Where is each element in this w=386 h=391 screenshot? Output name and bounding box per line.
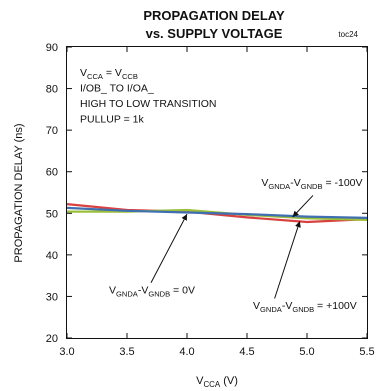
x-tick-label: 4.0 — [179, 346, 194, 358]
condition-line: PULLUP = 1k — [80, 114, 144, 126]
y-tick-label: 30 — [46, 291, 58, 303]
test-conditions: VCCA = VCCB I/OB_ TO I/OA_ HIGH TO LOW TRA… — [80, 67, 217, 126]
y-tick-label: 60 — [46, 167, 58, 179]
x-tick-label: 4.5 — [239, 346, 254, 358]
y-tick-label: 90 — [46, 42, 58, 54]
label-text: V — [253, 300, 260, 312]
subscript-text: CCA — [203, 380, 220, 389]
subscript-text: GNDB — [148, 290, 170, 299]
x-tick-label: 5.5 — [359, 346, 374, 358]
label-text: -V — [138, 285, 149, 297]
label-text: HIGH TO LOW TRANSITION — [80, 98, 217, 110]
label-text: = V — [103, 67, 122, 79]
label-text: -V — [282, 300, 293, 312]
subscript-text: GNDB — [301, 182, 323, 191]
series-line-3 — [66, 206, 368, 219]
label-text: = +100V — [314, 300, 357, 312]
subscript-text: GNDB — [292, 305, 314, 314]
condition-line: I/OB_ TO I/OA_ — [80, 83, 154, 95]
condition-line: HIGH TO LOW TRANSITION — [80, 98, 217, 110]
label-text: I/OB_ TO I/OA_ — [80, 83, 154, 95]
y-tick-label: 50 — [46, 208, 58, 220]
label-text: (V) — [220, 375, 238, 387]
subscript-text: GNDA — [116, 290, 139, 299]
subscript-text: CCA — [87, 72, 104, 81]
x-tick-label: 5.0 — [299, 346, 314, 358]
series-line-1 — [66, 203, 368, 224]
label-text: PULLUP = 1k — [80, 114, 144, 126]
series-label-1: VGNDA-VGNDB = -100V — [261, 177, 362, 191]
y-axis-title: PROPAGATION DELAY (ns) — [13, 123, 25, 262]
annotation-arrow — [150, 213, 188, 283]
label-text: V — [196, 375, 204, 387]
plot-frame — [66, 46, 368, 339]
axis-ticks: 3.0 3.5 4.0 4.5 5.0 5.5 20 30 40 50 60 70 80 90 — [46, 42, 375, 358]
x-tick-label: 3.0 — [59, 346, 74, 358]
series-label-3: VGNDA-VGNDB = +100V — [253, 300, 357, 314]
annotation-arrow — [292, 195, 314, 218]
label-text: -V — [290, 177, 301, 189]
chart-subtitle: vs. SUPPLY VOLTAGE — [146, 26, 283, 41]
y-tick-label: 20 — [46, 333, 58, 345]
label-text: V — [261, 177, 268, 189]
series-label-2: VGNDA-VGNDB = 0V — [109, 285, 195, 299]
annotation-arrow — [274, 221, 301, 299]
figure-code: toc24 — [338, 30, 358, 39]
y-tick-label: 40 — [46, 250, 58, 262]
x-tick-label: 3.5 — [119, 346, 134, 358]
chart-title: PROPAGATION DELAY — [143, 8, 285, 23]
condition-line: VCCA = VCCB — [80, 67, 138, 81]
series-layer — [66, 203, 368, 224]
subscript-text: GNDA — [260, 305, 283, 314]
y-tick-label: 80 — [46, 84, 58, 96]
subscript-text: GNDA — [268, 182, 291, 191]
subscript-text: CCB — [122, 72, 138, 81]
label-text: V — [80, 67, 87, 79]
label-text: = -100V — [323, 177, 363, 189]
label-text: = 0V — [170, 285, 195, 297]
label-text: V — [109, 285, 116, 297]
y-tick-label: 70 — [46, 125, 58, 137]
x-axis-title: VCCA (V) — [196, 375, 238, 389]
